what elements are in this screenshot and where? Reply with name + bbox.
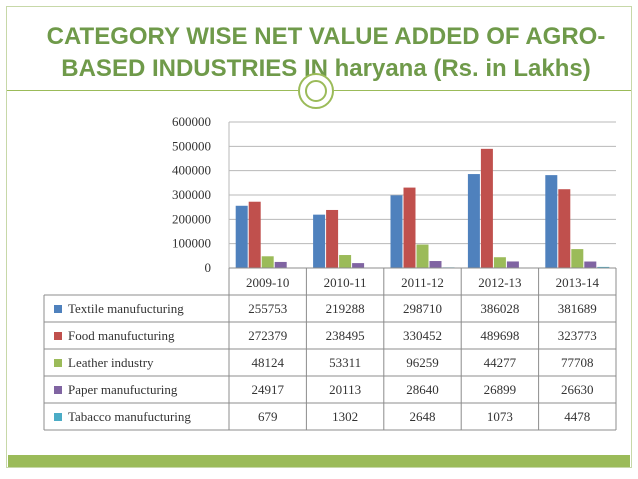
data-table-value: 298710 (403, 301, 442, 316)
legend-key (54, 305, 62, 313)
bar (339, 255, 352, 268)
data-table-value: 44277 (484, 355, 517, 370)
bar (545, 175, 558, 268)
y-tick-label: 500000 (172, 138, 211, 153)
data-table-value: 2648 (410, 409, 436, 424)
slide-frame (6, 6, 632, 468)
y-tick-label: 200000 (172, 211, 211, 226)
legend-series-name: Paper manufucturing (68, 382, 178, 397)
data-table-value: 53311 (329, 355, 361, 370)
slide-title: CATEGORY WISE NET VALUE ADDED OF AGRO- B… (7, 21, 638, 85)
bar (558, 189, 571, 268)
legend-key (54, 386, 62, 394)
legend-key (54, 332, 62, 340)
bar (597, 266, 610, 268)
x-category-label: 2009-10 (246, 275, 289, 290)
y-tick-label: 0 (205, 260, 212, 275)
footer-bar (8, 455, 630, 467)
bar (390, 195, 403, 268)
bar (352, 263, 365, 268)
legend-key (54, 413, 62, 421)
data-table-value: 679 (258, 409, 278, 424)
title-divider-right (334, 90, 631, 91)
legend-series-name: Tabacco manufucturing (68, 409, 191, 424)
bar (248, 201, 261, 268)
data-table-value: 1073 (487, 409, 513, 424)
data-table-value: 386028 (480, 301, 519, 316)
y-tick-label: 100000 (172, 236, 211, 251)
divider-ring-ornament (298, 73, 334, 109)
bar (235, 205, 248, 268)
data-table-value: 96259 (406, 355, 439, 370)
data-table-value: 489698 (480, 328, 519, 343)
data-table-value: 238495 (326, 328, 365, 343)
data-table-value: 272379 (248, 328, 287, 343)
legend-series-name: Food manufucturing (68, 328, 175, 343)
data-table-value: 77708 (561, 355, 594, 370)
data-table-value: 26899 (484, 382, 517, 397)
data-table-value: 381689 (558, 301, 597, 316)
x-category-label: 2013-14 (556, 275, 600, 290)
title-divider-left (7, 90, 298, 91)
data-table-value: 20113 (329, 382, 361, 397)
legend-key (54, 359, 62, 367)
bar (571, 249, 584, 268)
bar (493, 257, 506, 268)
data-table-value: 48124 (251, 355, 284, 370)
slide-title-line-1: CATEGORY WISE NET VALUE ADDED OF AGRO- (46, 23, 606, 50)
y-tick-label: 300000 (172, 187, 211, 202)
data-table-value: 1302 (332, 409, 358, 424)
x-category-label: 2010-11 (324, 275, 367, 290)
bar (261, 256, 274, 268)
bar (326, 209, 339, 268)
x-category-label: 2011-12 (401, 275, 444, 290)
data-table-value: 330452 (403, 328, 442, 343)
bar (584, 261, 597, 268)
data-table-value: 28640 (406, 382, 439, 397)
bar (506, 261, 519, 268)
bar (313, 214, 326, 268)
bar (480, 148, 493, 268)
bar (403, 187, 416, 268)
legend-series-name: Textile manufucturing (68, 301, 184, 316)
data-table-value: 255753 (248, 301, 287, 316)
data-table-value: 323773 (558, 328, 597, 343)
data-table-value: 24917 (251, 382, 284, 397)
data-table-value: 219288 (326, 301, 365, 316)
bar (416, 244, 429, 268)
y-tick-label: 600000 (172, 114, 211, 129)
bar (429, 261, 442, 268)
data-table-value: 4478 (564, 409, 590, 424)
bar (274, 261, 287, 268)
y-tick-label: 400000 (172, 163, 211, 178)
x-category-label: 2012-13 (478, 275, 521, 290)
data-table-value: 26630 (561, 382, 594, 397)
bar (467, 174, 480, 268)
legend-series-name: Leather industry (68, 355, 154, 370)
